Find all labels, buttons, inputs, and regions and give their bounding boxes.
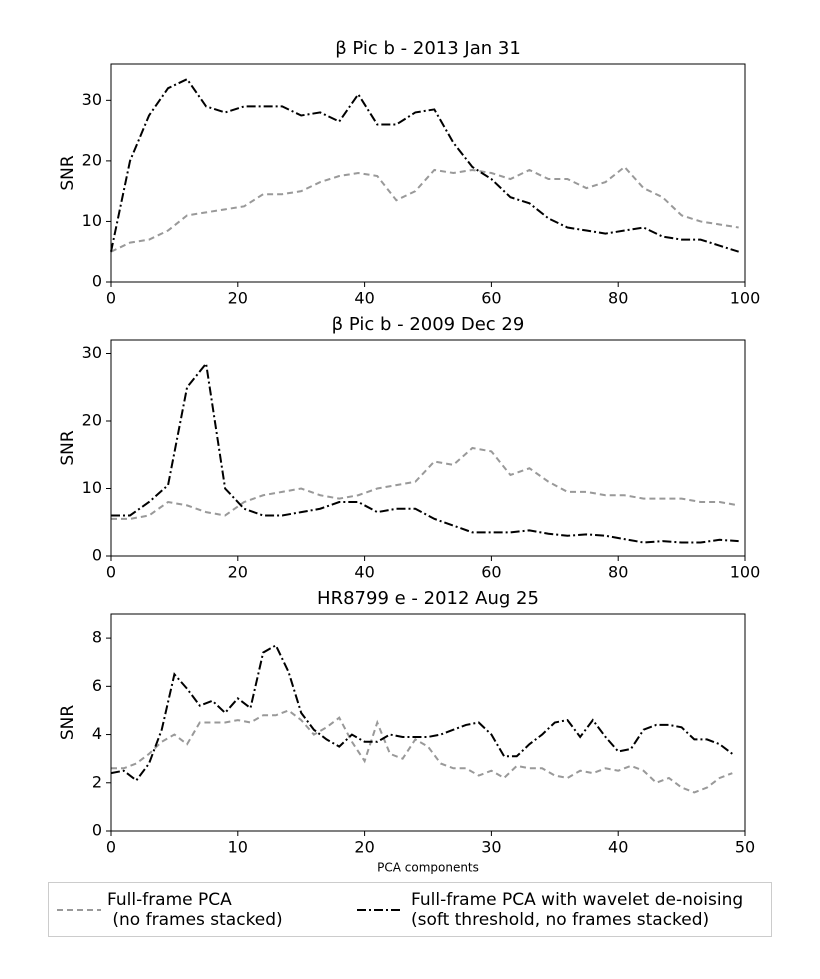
y-axis-label: SNR xyxy=(58,430,78,466)
x-tick-label: 20 xyxy=(354,838,374,857)
x-tick-label: 80 xyxy=(608,289,628,308)
legend-label: Full-frame PCA with wavelet de-noising (… xyxy=(411,890,744,930)
legend: Full-frame PCA (no frames stacked) Full-… xyxy=(48,882,772,937)
y-axis-label: SNR xyxy=(58,705,78,741)
y-tick-label: 30 xyxy=(82,343,102,362)
x-tick-label: 80 xyxy=(608,563,628,582)
y-axis-label: SNR xyxy=(58,155,78,191)
y-tick-label: 4 xyxy=(92,724,102,743)
data-line xyxy=(111,446,739,520)
y-tick-label: 8 xyxy=(92,628,102,647)
y-tick-label: 6 xyxy=(92,676,102,695)
x-tick-label: 0 xyxy=(106,563,116,582)
chart-title: HR8799 e - 2012 Aug 25 xyxy=(317,588,539,609)
x-tick-label: 10 xyxy=(228,838,248,857)
x-tick-label: 100 xyxy=(730,563,761,582)
x-tick-label: 60 xyxy=(481,289,501,308)
y-tick-label: 0 xyxy=(92,272,102,291)
legend-samples xyxy=(57,909,401,911)
plot-frame xyxy=(110,613,746,832)
data-line xyxy=(110,77,739,253)
y-tick-label: 20 xyxy=(82,150,102,169)
x-tick-label: 40 xyxy=(354,563,374,582)
legend-label: Full-frame PCA (no frames stacked) xyxy=(107,890,283,930)
y-tick-label: 20 xyxy=(82,411,102,430)
data-line xyxy=(111,361,739,544)
x-tick-label: 100 xyxy=(730,289,761,308)
x-axis-label: PCA components xyxy=(377,861,479,875)
chart-title: β Pic b - 2013 Jan 31 xyxy=(335,38,521,59)
plot-frame xyxy=(110,339,746,557)
data-line xyxy=(111,709,733,794)
y-tick-label: 10 xyxy=(82,478,102,497)
data-line xyxy=(110,165,739,253)
chart-title: β Pic b - 2009 Dec 29 xyxy=(332,314,525,335)
y-tick-label: 0 xyxy=(92,546,102,565)
x-tick-label: 20 xyxy=(228,289,248,308)
x-tick-label: 0 xyxy=(106,289,116,308)
x-tick-label: 30 xyxy=(481,838,501,857)
x-tick-label: 0 xyxy=(106,838,116,857)
x-tick-label: 20 xyxy=(228,563,248,582)
data-line xyxy=(110,643,733,782)
x-tick-label: 40 xyxy=(354,289,374,308)
x-tick-label: 60 xyxy=(481,563,501,582)
y-tick-label: 30 xyxy=(82,90,102,109)
x-tick-label: 40 xyxy=(608,838,628,857)
x-tick-label: 50 xyxy=(735,838,755,857)
y-tick-label: 0 xyxy=(92,821,102,840)
y-tick-label: 2 xyxy=(92,772,102,791)
plot-frame xyxy=(110,63,746,283)
y-tick-label: 10 xyxy=(82,211,102,230)
